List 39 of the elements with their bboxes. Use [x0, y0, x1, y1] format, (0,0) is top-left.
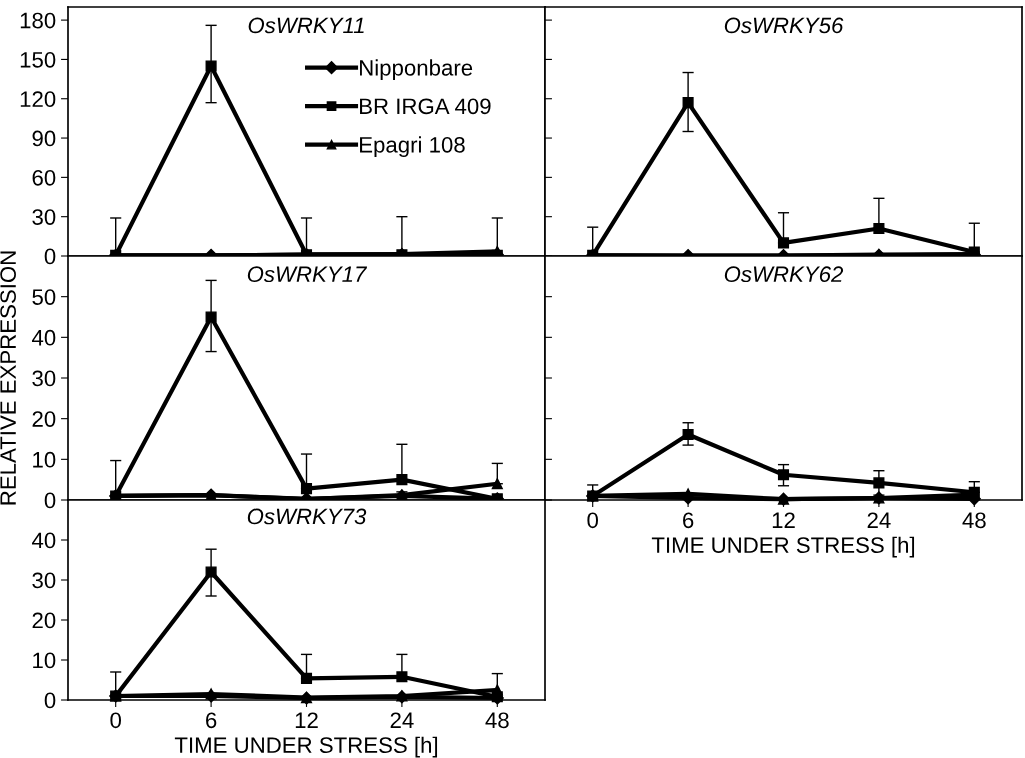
chart-title: OsWRKY17: [247, 266, 368, 283]
legend-label: BR IRGA 409: [360, 98, 491, 115]
y-tick-label: 10: [33, 652, 56, 669]
x-tick-label: 0: [587, 512, 599, 529]
y-tick-label: 50: [32, 289, 56, 305]
y-tick-label: 20: [32, 612, 56, 629]
y-tick-label: 60: [32, 169, 56, 186]
y-tick-label: 20: [32, 411, 56, 427]
y-tick-label: 150: [20, 51, 56, 68]
y-axis-title: RELATIVE EXPRESSION: [0, 251, 16, 505]
x-tick-label: 24: [390, 712, 414, 728]
legend-label: Epagri 108: [360, 136, 465, 158]
x-tick-label: 6: [683, 512, 694, 529]
y-tick-label: 0: [44, 492, 56, 509]
x-axis-title: TIME UNDER STRESS [h]: [651, 536, 915, 558]
y-tick-label: 40: [31, 532, 56, 549]
chart-title: OsWRKY56: [724, 17, 844, 34]
y-tick-label: 30: [32, 572, 56, 589]
x-tick-label: 6: [206, 712, 217, 729]
x-tick-label: 48: [962, 512, 986, 529]
y-tick-label: 120: [20, 91, 56, 108]
x-axis-title: TIME UNDER STRESS [h]: [174, 736, 438, 758]
chart-title: OsWRKY73: [247, 508, 367, 525]
x-tick-label: 12: [295, 712, 318, 728]
x-tick-label: 12: [772, 512, 795, 528]
x-tick-label: 24: [867, 512, 891, 528]
y-tick-label: 0: [44, 692, 56, 709]
y-tick-label: 10: [33, 451, 56, 468]
chart-title: OsWRKY62: [724, 266, 844, 283]
x-tick-label: 0: [110, 712, 122, 729]
y-tick-label: 30: [32, 209, 56, 225]
legend-label: Nipponbare: [360, 59, 473, 81]
x-tick-label: 48: [485, 712, 509, 729]
chart-title: OsWRKY11: [248, 17, 364, 34]
y-tick-label: 90: [32, 130, 56, 147]
y-tick-label: 40: [31, 329, 56, 346]
y-tick-label: 0: [44, 248, 56, 265]
y-tick-label: 30: [32, 370, 56, 387]
y-tick-label: 180: [20, 12, 56, 29]
